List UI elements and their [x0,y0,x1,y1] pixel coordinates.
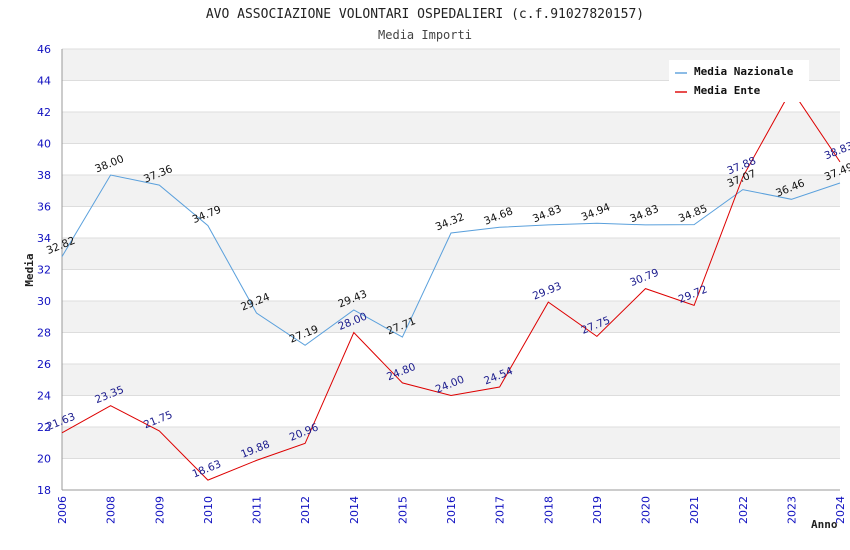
y-tick-label: 32 [37,264,51,277]
legend-label-media-ente: Media Ente [694,84,761,97]
y-tick-label: 42 [37,106,51,119]
x-axis-label: Anno [811,518,838,531]
x-tick-label: 2021 [688,496,701,524]
x-tick-label: 2011 [251,496,264,524]
y-tick-label: 38 [37,169,51,182]
series-line-media-ente [61,88,841,481]
y-tick-label: 24 [37,390,51,403]
y-tick-label: 44 [37,75,51,88]
grid-band [62,238,840,270]
y-tick-label: 26 [37,358,51,371]
x-tick-label: 2020 [640,496,653,524]
y-tick-label: 46 [37,43,51,56]
data-label: 18.63 [191,458,223,480]
series-lines [61,88,841,481]
y-tick-label: 18 [37,484,51,497]
y-tick-label: 36 [37,201,51,214]
chart-title: AVO ASSOCIAZIONE VOLONTARI OSPEDALIERI (… [206,7,644,22]
x-tick-label: 2012 [299,496,312,524]
x-tick-label: 2016 [445,496,458,524]
y-tick-label: 40 [37,138,51,151]
legend-box [669,60,809,102]
grid-band [62,301,840,333]
y-tick-label: 30 [37,295,51,308]
y-axis-label: Media [23,253,36,286]
data-label: 34.32 [434,211,466,233]
y-tick-label: 34 [37,232,51,245]
x-tick-label: 2008 [105,496,118,524]
data-label: 29.93 [531,280,563,302]
y-axis-ticks: 18 20 22 24 26 28 30 32 34 36 38 40 42 44 46 [37,43,51,497]
data-label: 38.00 [93,153,125,175]
legend-label-media-nazionale: Media Nazionale [694,65,794,78]
grid-band [62,112,840,144]
grid-bands [62,49,840,459]
x-tick-label: 2023 [785,496,798,524]
data-label: 34.68 [482,205,514,227]
x-tick-label: 2019 [591,496,604,524]
x-tick-label: 2017 [494,496,507,524]
chart-subtitle: Media Importi [378,28,472,42]
grid-band [62,364,840,396]
x-tick-label: 2009 [153,496,166,524]
x-tick-label: 2024 [834,496,847,524]
x-tick-label: 2015 [396,496,409,524]
x-tick-label: 2010 [202,496,215,524]
y-tick-label: 20 [37,453,51,466]
legend: Media Nazionale Media Ente [669,60,809,102]
x-tick-label: 2014 [348,496,361,524]
grid-band [62,175,840,207]
y-tick-label: 22 [37,421,51,434]
x-tick-label: 2018 [542,496,555,524]
x-tick-label: 2006 [56,496,69,524]
x-axis-ticks: 2006 2008 2009 2010 2011 2012 2014 2015 2016 2017… [56,496,847,524]
series-line-media-nazionale [61,174,841,346]
y-tick-label: 28 [37,327,51,340]
x-tick-label: 2022 [737,496,750,524]
grid-band [62,427,840,459]
